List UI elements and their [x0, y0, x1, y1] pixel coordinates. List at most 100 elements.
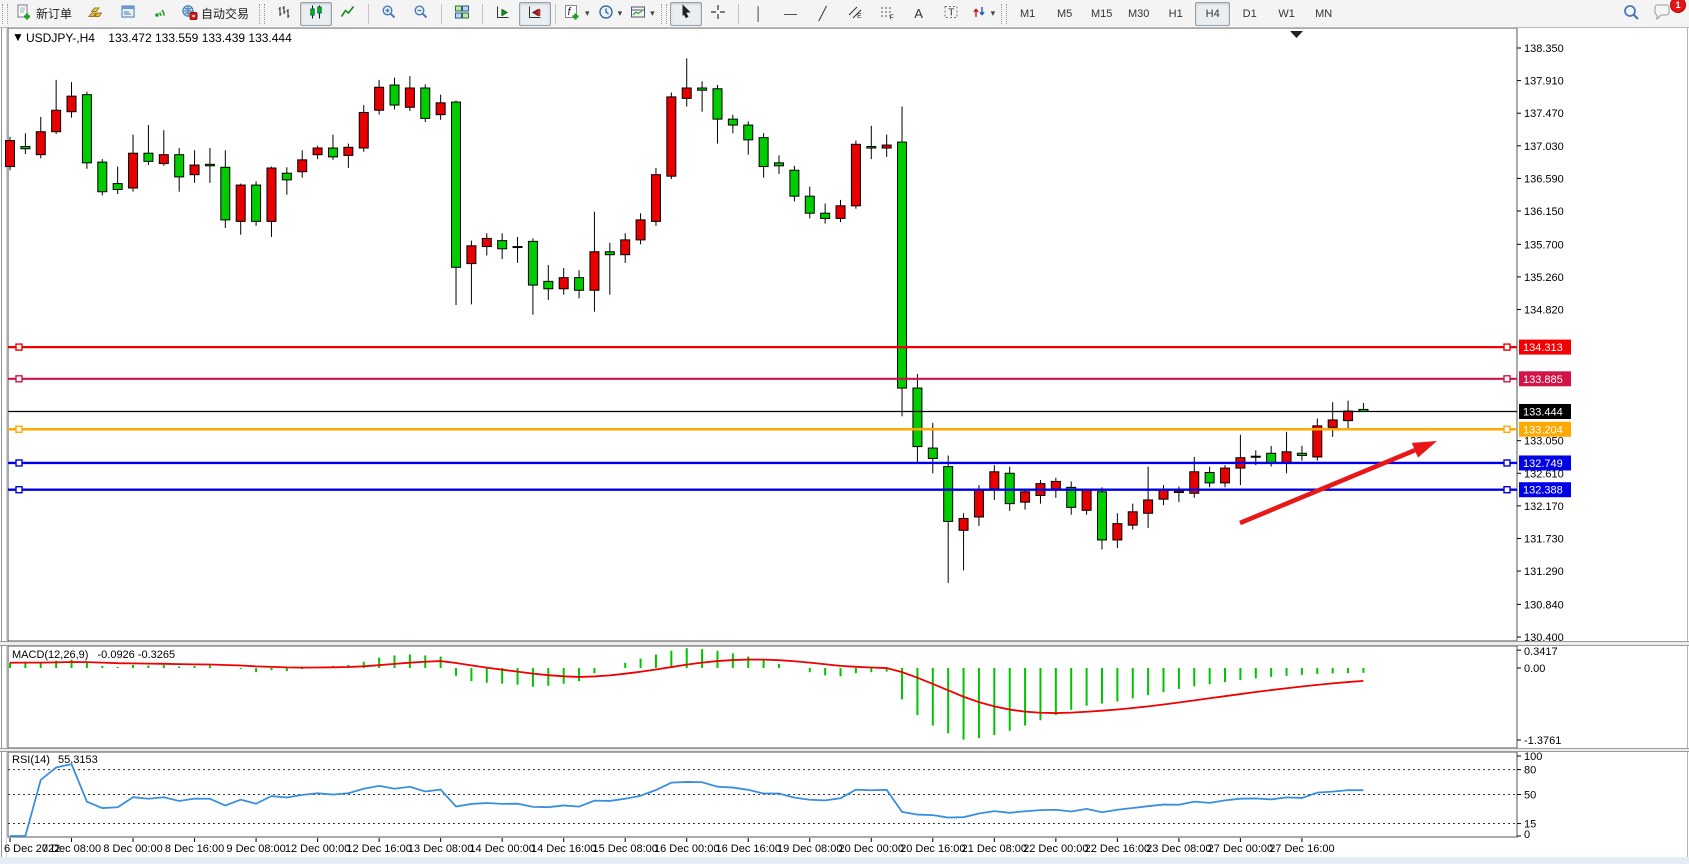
- chart-surface[interactable]: 138.350 137.910 137.470 137.030 136.590 136.1…: [0, 27, 1689, 864]
- rsi-axis-label: 80: [1524, 765, 1536, 777]
- line-handle[interactable]: [1503, 425, 1511, 433]
- candle: [20, 146, 31, 150]
- horizontal-line-133.885[interactable]: 133.885: [8, 371, 1571, 387]
- trendline-tool-button[interactable]: ╱: [807, 2, 839, 26]
- toolbar-grip[interactable]: [1001, 3, 1008, 24]
- time-tick-label: 23 Dec 08:00: [1146, 843, 1211, 855]
- vertical-line-tool-button[interactable]: │: [743, 2, 775, 26]
- horizontal-line-132.749[interactable]: 132.749: [8, 455, 1571, 471]
- timeframe-w1[interactable]: W1: [1278, 7, 1295, 20]
- indicators-button[interactable]: f ▾: [560, 2, 594, 26]
- text-label-icon: T: [943, 4, 959, 23]
- candle: [81, 94, 92, 164]
- arrows-tool-button[interactable]: ▾: [967, 2, 1000, 26]
- periods-dropdown-icon[interactable]: ▾: [617, 8, 623, 18]
- timeframe-h1[interactable]: H1: [1168, 7, 1183, 20]
- pane-separator[interactable]: [0, 748, 1689, 752]
- candle: [1066, 486, 1077, 508]
- timeframe-h4[interactable]: H4: [1195, 1, 1231, 26]
- price-tick-label: 135.700: [1524, 239, 1564, 251]
- autotrade-button[interactable]: 自动交易: [176, 2, 257, 26]
- timeframe-m1[interactable]: M1: [1020, 7, 1036, 20]
- line-chart-button[interactable]: [332, 2, 364, 26]
- arrows-dropdown-icon[interactable]: ▾: [990, 8, 996, 18]
- line-handle[interactable]: [15, 459, 23, 467]
- search-button[interactable]: [1615, 2, 1647, 26]
- candle: [312, 147, 323, 156]
- candle: [466, 245, 477, 265]
- timeframe-m15[interactable]: M15: [1090, 7, 1113, 20]
- horizontal-line-133.444[interactable]: 133.444: [8, 403, 1571, 419]
- periods-button[interactable]: ▾: [594, 2, 627, 26]
- rsi-axis-label: 15: [1524, 819, 1536, 831]
- candle: [97, 161, 108, 193]
- timeframe-m30[interactable]: M30: [1127, 7, 1150, 20]
- crosshair-tool-button[interactable]: [702, 2, 734, 26]
- candle: [1081, 489, 1092, 511]
- candle: [1343, 410, 1354, 422]
- price-tick-label: 130.400: [1524, 632, 1564, 644]
- text-tool-button[interactable]: A: [903, 2, 935, 26]
- time-tick-label: 8 Dec 00:00: [103, 843, 162, 855]
- rsi-line: [10, 763, 1364, 837]
- channel-tool-button[interactable]: E: [839, 2, 871, 26]
- zoom-in-button[interactable]: [373, 2, 405, 26]
- cursor-tool-button[interactable]: [669, 1, 702, 26]
- new-order-button[interactable]: 新订单: [11, 2, 80, 26]
- timeframe-mn[interactable]: MN: [1315, 7, 1333, 20]
- line-handle[interactable]: [1503, 375, 1511, 383]
- rsi-value: 55.3153: [58, 754, 98, 766]
- price-axis[interactable]: 138.350 137.910 137.470 137.030 136.590 136.1…: [1517, 43, 1564, 644]
- templates-button[interactable]: ▾: [626, 2, 659, 26]
- chart-title-ohlc: 133.472 133.559 133.439 133.444: [108, 31, 292, 45]
- notifications-button[interactable]: 1: [1647, 0, 1686, 26]
- chart-shift-button[interactable]: [519, 1, 552, 26]
- line-handle[interactable]: [15, 486, 23, 494]
- horizontal-line-134.313[interactable]: 134.313: [8, 339, 1571, 355]
- signals-button[interactable]: [144, 2, 176, 26]
- candle: [635, 219, 646, 241]
- bar-chart-button[interactable]: [268, 2, 300, 26]
- zoom-out-button[interactable]: [405, 2, 437, 26]
- toolbar-grip[interactable]: [2, 3, 8, 24]
- horizontal-line-132.388[interactable]: 132.388: [8, 482, 1571, 498]
- timeframe-m5[interactable]: M5: [1057, 7, 1073, 20]
- candle: [297, 159, 308, 173]
- toolbar-grip[interactable]: [259, 3, 266, 24]
- symbol-dropdown-icon[interactable]: ▼: [12, 30, 24, 44]
- line-handle[interactable]: [15, 343, 23, 351]
- trend-arrow[interactable]: [1239, 441, 1437, 526]
- market-depth-button[interactable]: [112, 2, 144, 26]
- candle: [266, 167, 277, 222]
- line-handle[interactable]: [1503, 486, 1511, 494]
- quotes-button[interactable]: [80, 2, 112, 26]
- pane-separator[interactable]: [0, 641, 1689, 646]
- candle: [143, 152, 154, 162]
- price-tick-label: 130.840: [1524, 599, 1564, 611]
- tile-windows-button[interactable]: [446, 2, 478, 26]
- auto-scroll-button[interactable]: [487, 2, 519, 26]
- line-handle[interactable]: [1503, 459, 1511, 467]
- toolbar-grip[interactable]: [660, 3, 667, 24]
- time-tick-label: 12 Dec 16:00: [346, 843, 411, 855]
- candle: [1158, 489, 1169, 500]
- line-handle[interactable]: [15, 425, 23, 433]
- candle: [743, 124, 754, 141]
- candle: [589, 251, 600, 291]
- timeframe-d1[interactable]: D1: [1242, 7, 1257, 20]
- horizontal-line-133.204[interactable]: 133.204: [8, 421, 1571, 437]
- line-handle[interactable]: [1503, 343, 1511, 351]
- indicators-dropdown-icon[interactable]: ▾: [585, 8, 590, 18]
- chart-shift-marker[interactable]: [1290, 31, 1303, 38]
- fibonacci-tool-button[interactable]: F: [871, 2, 903, 26]
- templates-dropdown-icon[interactable]: ▾: [650, 8, 655, 18]
- text-label-tool-button[interactable]: T: [935, 2, 967, 26]
- candle: [1143, 499, 1154, 514]
- horizontal-line-tool-button[interactable]: —: [775, 2, 807, 26]
- candle: [343, 146, 354, 156]
- line-handle[interactable]: [15, 375, 23, 383]
- candle: [5, 140, 15, 168]
- candle: [35, 131, 46, 156]
- candle-chart-button[interactable]: [300, 1, 333, 26]
